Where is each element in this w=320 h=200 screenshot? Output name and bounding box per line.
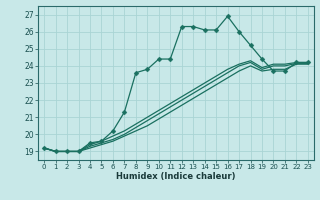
X-axis label: Humidex (Indice chaleur): Humidex (Indice chaleur) xyxy=(116,172,236,181)
